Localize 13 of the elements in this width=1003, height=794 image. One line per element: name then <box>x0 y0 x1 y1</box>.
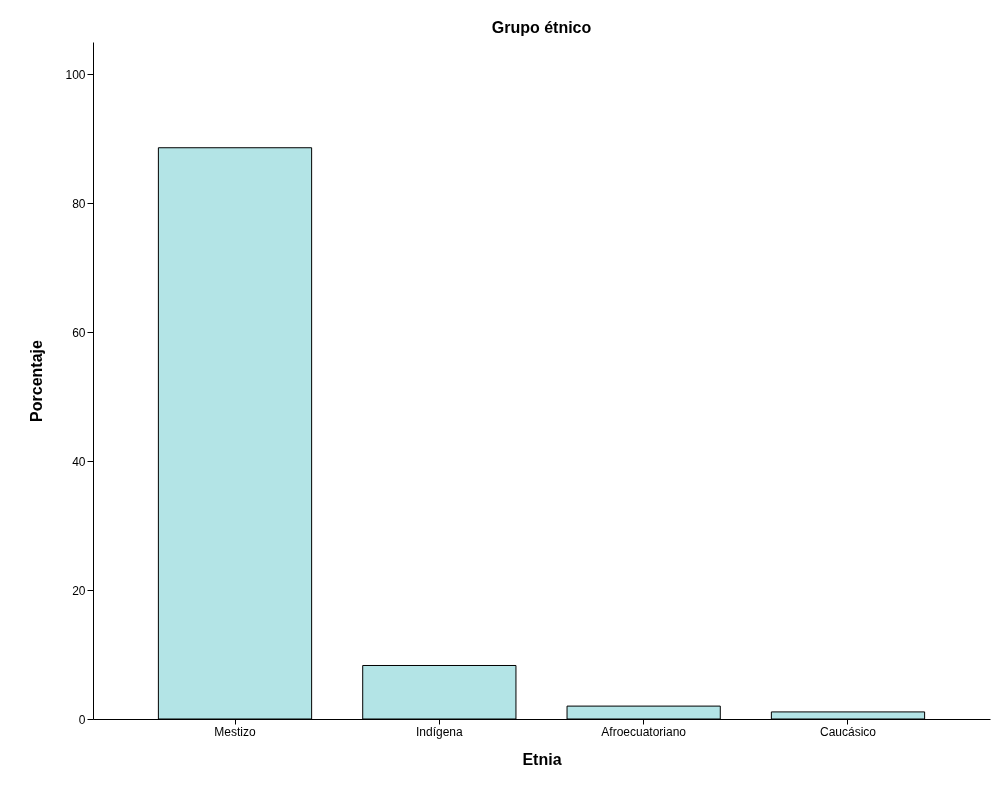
y-tick-label: 0 <box>78 712 86 727</box>
x-tick-label: Mestizo <box>214 724 257 739</box>
y-tick-label: 60 <box>72 325 86 340</box>
y-tick-label: 40 <box>72 454 86 469</box>
y-tick-label: 100 <box>65 67 86 82</box>
y-tick-label: 20 <box>72 583 86 598</box>
x-tick-label: Indígena <box>415 724 464 739</box>
y-tick-label: 80 <box>72 196 86 211</box>
x-axis-title: Etnia <box>522 750 562 768</box>
chart-title: Grupo étnico <box>491 19 592 36</box>
y-axis-title: Porcentaje <box>28 339 46 422</box>
x-tick-label: Caucásico <box>819 724 877 739</box>
x-tick-label: Afroecuatoriano <box>601 724 687 739</box>
